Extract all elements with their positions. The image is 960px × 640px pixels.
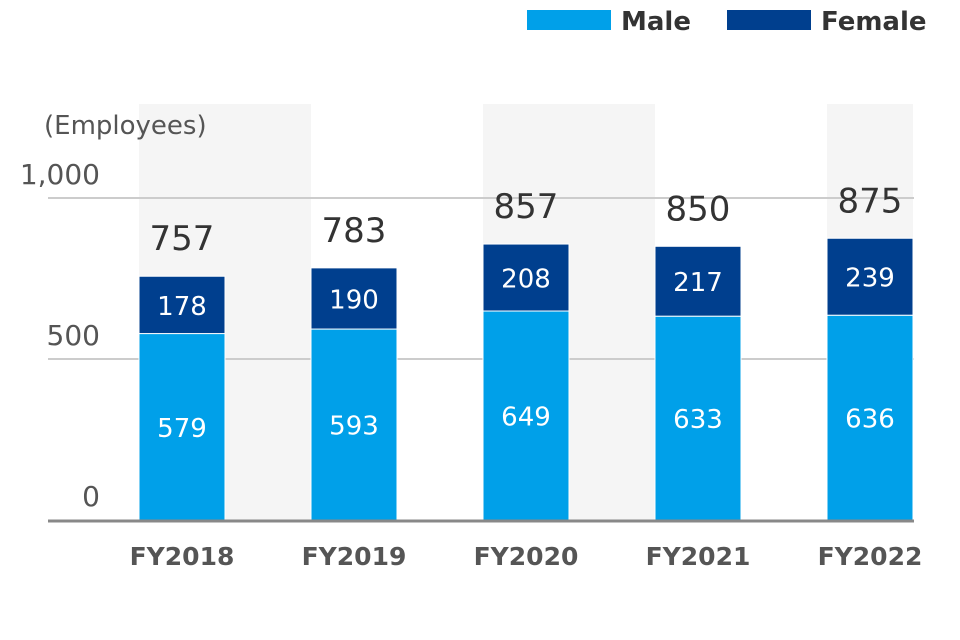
data-label-male: 636 <box>845 405 895 435</box>
data-label-female: 217 <box>673 268 723 298</box>
legend-swatch-male <box>527 10 611 30</box>
total-label: 850 <box>666 189 731 229</box>
data-label-male: 579 <box>157 414 207 444</box>
y-tick-label: 0 <box>82 480 100 513</box>
x-tick-label: FY2021 <box>646 542 751 571</box>
bar-female-fy2018 <box>138 275 226 335</box>
x-tick-label: FY2022 <box>818 542 923 571</box>
legend-label-female: Female <box>821 7 927 37</box>
data-label-male: 649 <box>501 403 551 433</box>
y-unit-label: (Employees) <box>44 111 207 141</box>
x-tick-label: FY2019 <box>302 542 407 571</box>
bar-male-fy2022 <box>826 314 914 521</box>
data-label-male: 593 <box>329 412 379 442</box>
bar-male-fy2021 <box>654 315 742 521</box>
data-label-male: 633 <box>673 405 723 435</box>
data-label-female: 178 <box>157 292 207 322</box>
total-label: 875 <box>838 181 903 221</box>
data-label-female: 208 <box>501 265 551 295</box>
total-label: 783 <box>322 211 387 251</box>
x-tick-label: FY2018 <box>130 542 235 571</box>
y-tick-label: 1,000 <box>20 158 100 191</box>
y-tick-label: 500 <box>47 319 100 352</box>
bar-female-fy2020 <box>482 243 570 312</box>
total-label: 757 <box>150 219 215 259</box>
background-band <box>569 104 655 520</box>
data-label-female: 190 <box>329 285 379 315</box>
legend-label-male: Male <box>621 7 691 37</box>
data-label-female: 239 <box>845 264 895 294</box>
bar-female-fy2019 <box>310 267 398 330</box>
bar-female-fy2021 <box>654 245 742 317</box>
background-band <box>225 104 311 520</box>
total-label: 857 <box>494 187 559 227</box>
bar-female-fy2022 <box>826 237 914 316</box>
x-tick-label: FY2020 <box>474 542 579 571</box>
bar-male-fy2018 <box>138 333 226 521</box>
legend-swatch-female <box>727 10 811 30</box>
bar-male-fy2020 <box>482 310 570 521</box>
bar-male-fy2019 <box>310 328 398 521</box>
